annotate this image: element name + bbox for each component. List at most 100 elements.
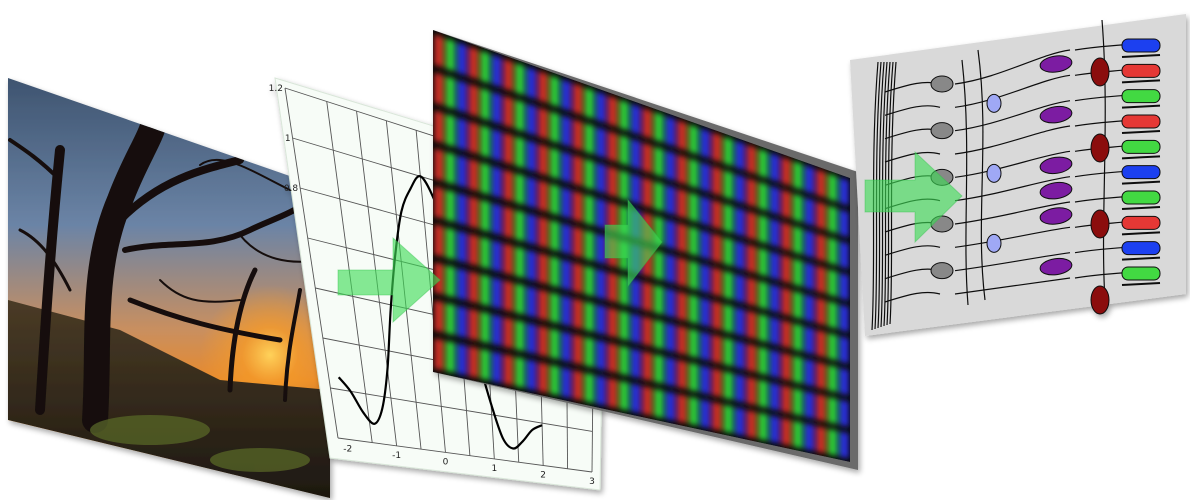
subpixel <box>770 350 779 378</box>
subpixel <box>504 96 513 128</box>
cone-outer-segment <box>1122 191 1160 204</box>
subpixel <box>736 307 745 336</box>
subpixel <box>666 116 675 147</box>
subpixel <box>550 220 559 251</box>
subpixel <box>770 284 779 313</box>
subpixel <box>620 346 629 376</box>
y-tick-label: 1.2 <box>269 84 283 94</box>
subpixel <box>608 131 617 162</box>
subpixel <box>434 300 443 332</box>
subpixel <box>654 285 663 315</box>
subpixel <box>736 241 745 270</box>
subpixel <box>446 265 455 297</box>
subpixel <box>805 165 814 194</box>
bipolar-cell <box>987 234 1001 252</box>
subpixel <box>527 359 536 390</box>
subpixel <box>689 261 698 291</box>
subpixel <box>434 186 443 219</box>
subpixel <box>446 303 455 335</box>
subpixel <box>689 329 698 358</box>
subpixel <box>631 279 640 309</box>
subpixel <box>712 200 721 230</box>
subpixel <box>817 234 826 262</box>
subpixel <box>782 385 791 413</box>
x-tick-label: 3 <box>589 477 595 487</box>
subpixel <box>620 381 629 411</box>
subpixel <box>631 104 640 135</box>
subpixel <box>770 317 779 346</box>
subpixel <box>458 343 467 375</box>
subpixel <box>724 271 733 300</box>
subpixel <box>759 281 768 310</box>
y-tick-label: 1 <box>285 134 291 144</box>
subpixel <box>492 314 501 346</box>
subpixel <box>515 63 524 95</box>
subpixel <box>770 153 779 182</box>
subpixel <box>539 289 548 320</box>
subpixel <box>597 163 606 194</box>
subpixel <box>446 76 455 109</box>
subpixel <box>654 250 663 280</box>
subpixel <box>793 356 802 384</box>
subpixel <box>828 237 837 265</box>
subpixel <box>724 137 733 167</box>
subpixel <box>654 354 663 384</box>
subpixel <box>446 152 455 185</box>
subpixel <box>736 141 745 171</box>
subpixel <box>550 256 559 287</box>
subpixel <box>631 383 640 413</box>
cone-outer-segment <box>1122 242 1160 255</box>
subpixel <box>759 380 768 408</box>
subpixel <box>736 207 745 236</box>
subpixel <box>770 415 779 443</box>
subpixel <box>724 170 733 200</box>
ganglion-cell <box>931 76 953 92</box>
subpixel <box>805 262 814 290</box>
subpixel <box>712 368 721 397</box>
subpixel <box>793 258 802 287</box>
subpixel <box>550 75 559 107</box>
subpixel <box>701 399 710 428</box>
subpixel <box>759 413 768 441</box>
subpixel <box>481 349 490 381</box>
subpixel <box>701 196 710 226</box>
subpixel <box>573 298 582 329</box>
subpixel <box>504 206 513 238</box>
cone-outer-segment <box>1122 115 1160 128</box>
subpixel <box>539 253 548 284</box>
subpixel <box>562 295 571 326</box>
subpixel <box>747 344 756 373</box>
subpixel <box>481 312 490 344</box>
subpixel <box>492 277 501 309</box>
subpixel <box>631 348 640 378</box>
subpixel <box>597 375 606 405</box>
subpixel <box>608 307 617 337</box>
subpixel <box>701 298 710 327</box>
subpixel <box>620 275 629 305</box>
subpixel <box>446 227 455 260</box>
subpixel <box>458 231 467 263</box>
subpixel <box>654 147 663 178</box>
bipolar-cell <box>987 164 1001 182</box>
subpixel <box>736 274 745 303</box>
subpixel <box>805 198 814 227</box>
subpixel <box>666 391 675 420</box>
subpixel <box>654 112 663 143</box>
subpixel <box>504 354 513 385</box>
subpixel <box>631 313 640 343</box>
subpixel <box>573 370 582 401</box>
subpixel <box>458 118 467 151</box>
subpixel <box>550 365 559 396</box>
subpixel <box>736 341 745 370</box>
subpixel <box>666 357 675 387</box>
subpixel <box>597 340 606 370</box>
subpixel <box>666 185 675 215</box>
subpixel <box>539 180 548 212</box>
subpixel <box>608 343 617 373</box>
subpixel <box>643 143 652 174</box>
subpixel <box>481 125 490 158</box>
subpixel <box>805 359 814 387</box>
subpixel <box>678 394 687 423</box>
subpixel <box>759 314 768 343</box>
subpixel <box>747 311 756 340</box>
